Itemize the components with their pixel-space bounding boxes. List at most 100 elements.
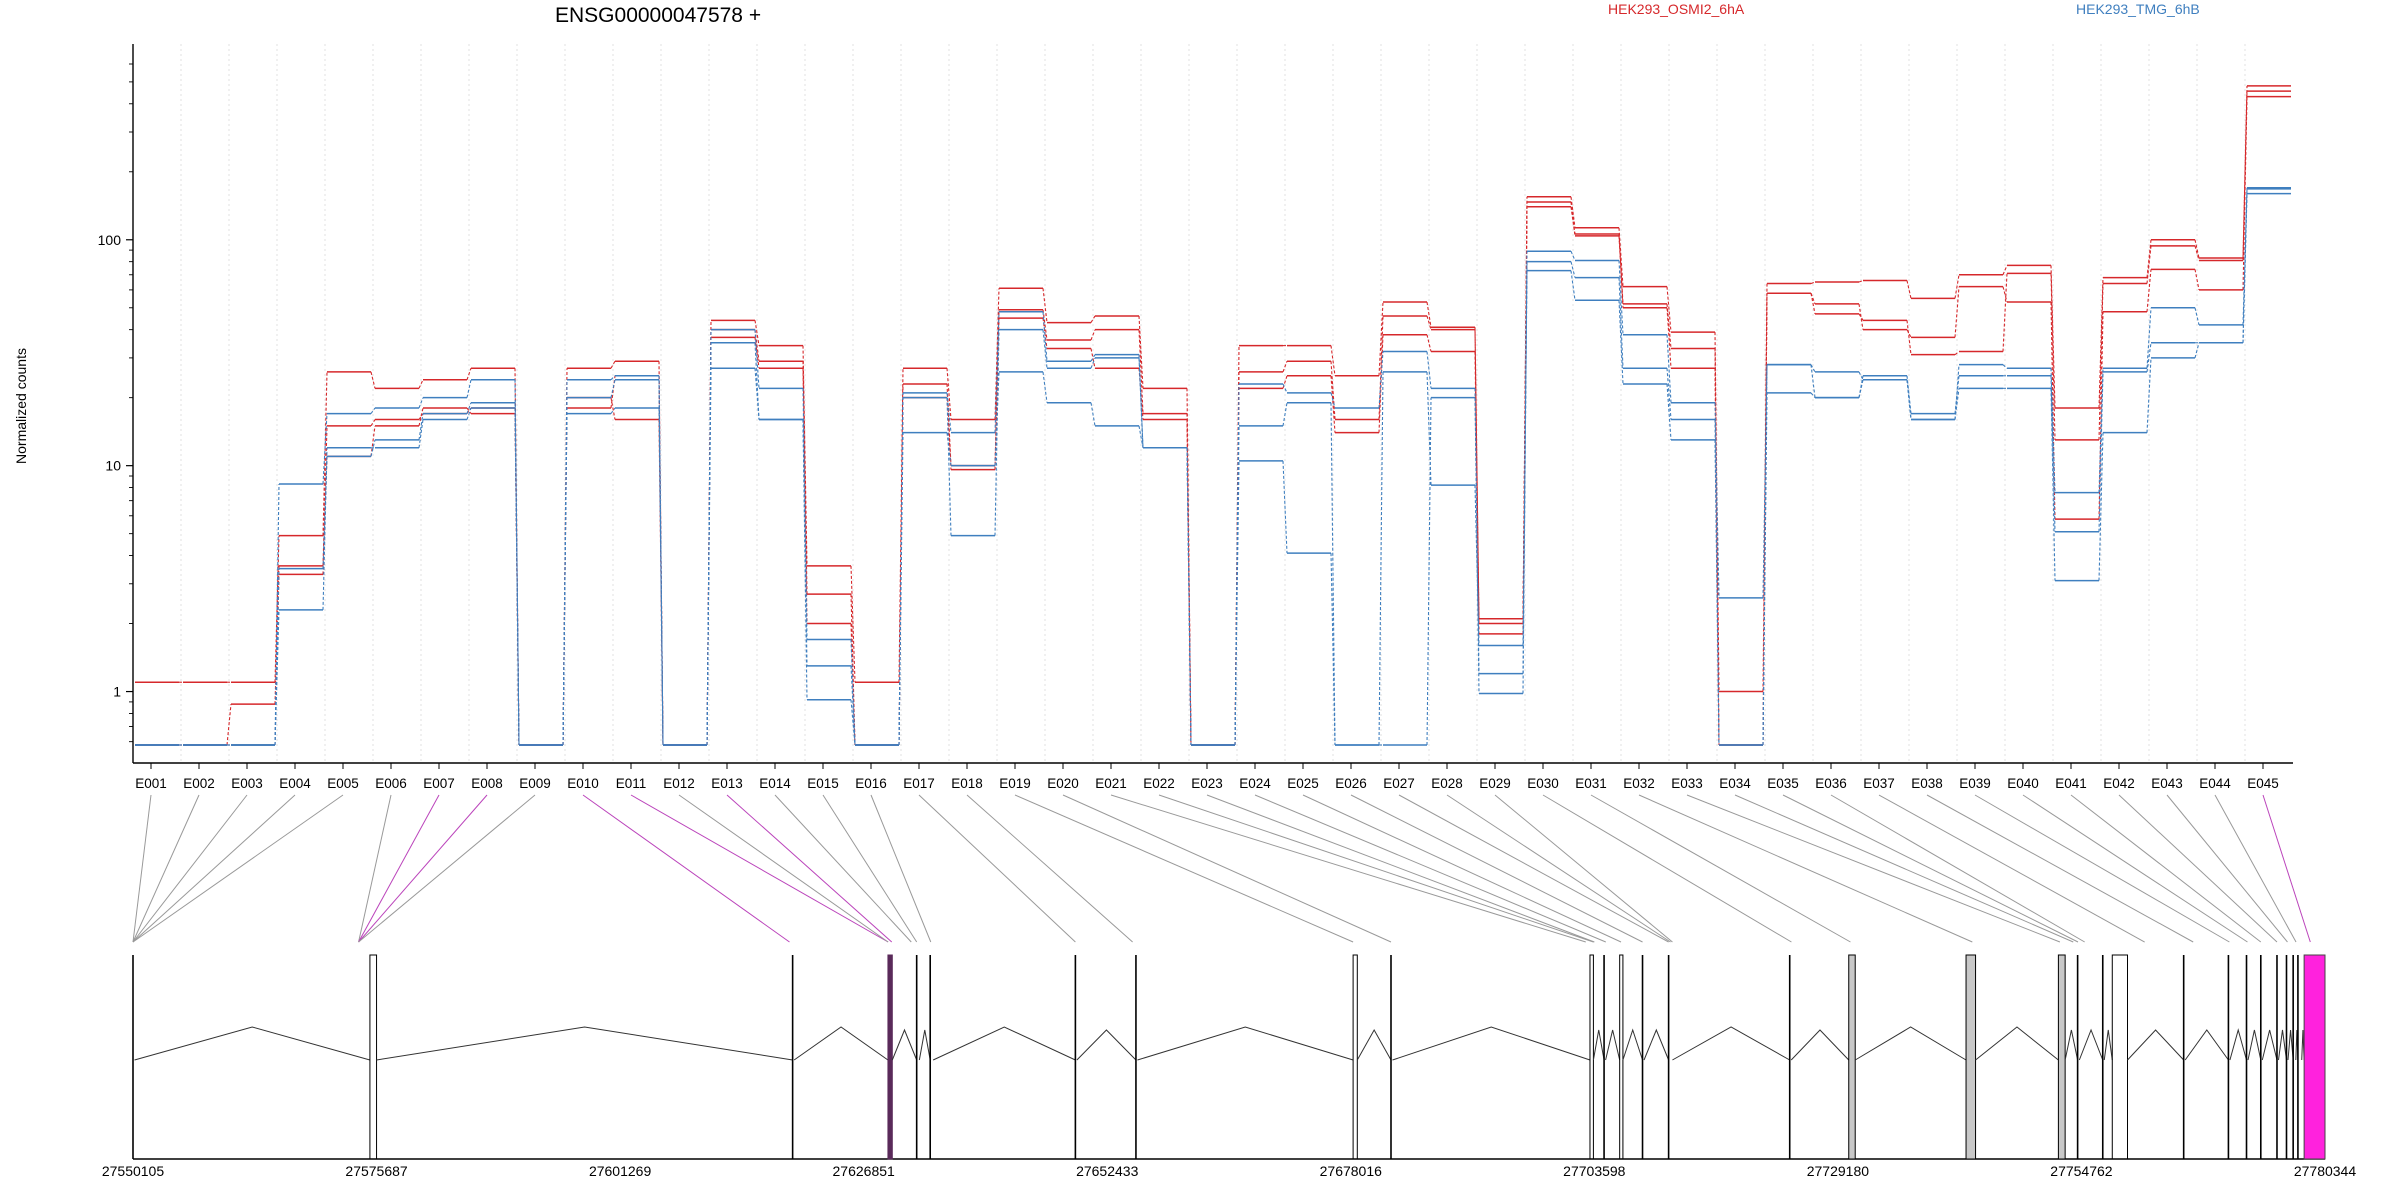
series-5-connector: [994, 371, 1000, 466]
series-4: [135, 192, 2291, 746]
connector-E017: [918, 794, 1076, 943]
series-2-connector: [1090, 348, 1096, 369]
exon-label-E012: E012: [663, 776, 695, 791]
series-5-connector: [2050, 388, 2056, 581]
series-0-connector: [1570, 196, 1576, 228]
series-4-connector: [610, 379, 616, 398]
series-0-connector: [466, 368, 472, 380]
exon-label-E009: E009: [519, 776, 551, 791]
exon-label-E014: E014: [759, 776, 791, 791]
series-1-connector: [1138, 329, 1144, 414]
series-0-connector: [1378, 302, 1384, 376]
intron-line: [1854, 1026, 1967, 1061]
y-axis-label: Normalized counts: [13, 348, 29, 464]
connector-E020: [1062, 794, 1392, 943]
intron-line: [2287, 1029, 2294, 1061]
exon-label-E030: E030: [1527, 776, 1559, 791]
series-4-connector: [1378, 371, 1384, 746]
exon-label-E045: E045: [2247, 776, 2279, 791]
series-0-connector: [2002, 265, 2008, 275]
exon-label-E017: E017: [903, 776, 935, 791]
series-3-connector: [1282, 383, 1288, 394]
series-5-connector: [1762, 392, 1768, 746]
intron-line: [1076, 1029, 1137, 1061]
connector-E030: [1542, 794, 1792, 943]
series-5-connector: [2242, 188, 2248, 343]
connector-E026: [1350, 794, 1643, 943]
series-0-connector: [370, 371, 376, 389]
connector-E002: [132, 794, 200, 943]
genomic-coordinate: 27729180: [1807, 1163, 1870, 1179]
series-5-connector: [610, 407, 616, 414]
exon-label-E032: E032: [1623, 776, 1655, 791]
exon-label-E044: E044: [2199, 776, 2231, 791]
series-0-connector: [946, 368, 952, 420]
connector-E043: [2166, 794, 2288, 943]
genomic-coordinate: 27626851: [833, 1163, 896, 1179]
intron-line: [1643, 1028, 1670, 1061]
series-5-connector: [562, 413, 568, 746]
series-3-connector: [1330, 392, 1336, 409]
series-1-connector: [2146, 245, 2152, 284]
exon-label-E015: E015: [807, 776, 839, 791]
series-5-connector: [2194, 342, 2200, 359]
series-1-connector: [1042, 309, 1048, 341]
intron-line: [793, 1026, 889, 1061]
exon-block: [887, 954, 893, 1160]
series-5-connector: [1186, 447, 1192, 746]
connector-E003: [132, 794, 248, 943]
connector-E034: [1734, 794, 2074, 943]
connector-E010: [582, 794, 790, 943]
series-0-connector: [2194, 239, 2200, 259]
series-2-connector: [1906, 329, 1912, 338]
series-3-connector: [1090, 354, 1096, 362]
series-5-connector: [1234, 460, 1240, 746]
exon-label-E003: E003: [231, 776, 263, 791]
series-2-connector: [2146, 269, 2152, 312]
series-3-connector: [946, 392, 952, 433]
series-3-connector: [1570, 250, 1576, 261]
series-2-connector: [2002, 286, 2008, 303]
connector-E040: [2022, 794, 2248, 943]
series-4-connector: [1282, 402, 1288, 426]
series-0-connector: [1042, 288, 1048, 323]
series-5-connector: [1906, 379, 1912, 420]
series-3-connector: [322, 413, 328, 484]
exon-label-E028: E028: [1431, 776, 1463, 791]
series-3-connector: [1042, 311, 1048, 362]
series-0-connector: [1762, 283, 1768, 692]
exon-label-E020: E020: [1047, 776, 1079, 791]
series-3-connector: [2050, 368, 2056, 493]
series-0-connector: [1426, 301, 1432, 328]
connector-E035: [1782, 794, 2079, 943]
series-3-connector: [2002, 364, 2008, 369]
exon-label-E008: E008: [471, 776, 503, 791]
exon-label-E035: E035: [1767, 776, 1799, 791]
series-4-connector: [2050, 375, 2056, 532]
connector-E045: [2262, 794, 2311, 943]
exon-label-E040: E040: [2007, 776, 2039, 791]
exon-label-E025: E025: [1287, 776, 1319, 791]
intron-line: [2229, 1028, 2247, 1061]
series-1-connector: [1858, 313, 1864, 321]
exon-label-E010: E010: [567, 776, 599, 791]
connector-E006: [358, 794, 392, 943]
connector-E004: [132, 794, 296, 943]
connector-E029: [1494, 794, 1673, 943]
series-4-connector: [418, 413, 424, 441]
exon-label-E041: E041: [2055, 776, 2087, 791]
connector-E044: [2214, 794, 2297, 943]
series-1-connector: [610, 397, 616, 420]
connector-E005: [132, 794, 344, 943]
exon-block: [2057, 954, 2066, 1160]
intron-line: [2277, 1029, 2287, 1061]
series-2-connector: [2242, 96, 2248, 290]
series-5-connector: [1330, 553, 1336, 746]
connector-E024: [1254, 794, 1606, 943]
series-1-connector: [2050, 273, 2056, 440]
series-4-connector: [946, 397, 952, 536]
series-2-connector: [1234, 388, 1240, 746]
series-5-connector: [1090, 402, 1096, 426]
exon-label-E043: E043: [2151, 776, 2183, 791]
series-0-connector: [2050, 265, 2056, 409]
